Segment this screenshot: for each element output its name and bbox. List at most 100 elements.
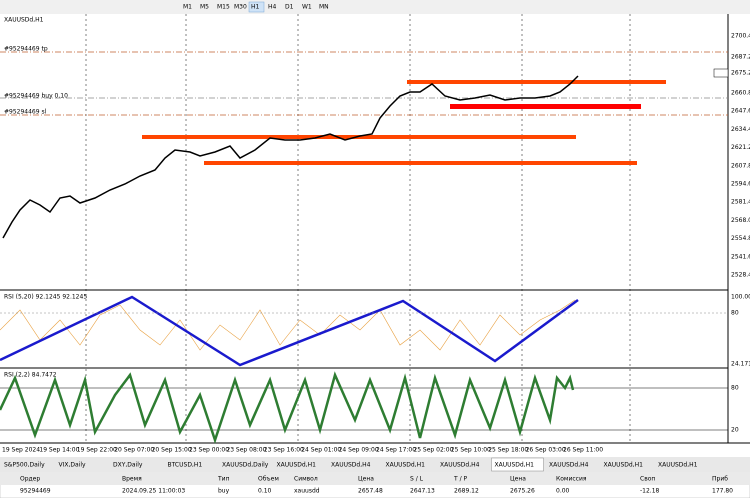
chart-tab[interactable]: XAUUSDd,H4 — [331, 462, 371, 469]
time-label: 24 Sep 09:00 — [339, 447, 379, 454]
column-header[interactable]: Приб — [712, 476, 728, 483]
indicator-axis-label: 100.00 — [731, 294, 750, 301]
chart-tab[interactable]: S&P500,Daily — [4, 462, 45, 469]
timeframe-button[interactable]: W1 — [302, 4, 312, 11]
timeframe-button[interactable]: M5 — [200, 4, 209, 11]
chart-symbol: XAUUSDd,H1 — [4, 17, 44, 24]
column-header[interactable]: Символ — [294, 476, 318, 483]
order-label: #95294469 tp — [4, 46, 48, 53]
chart-tab[interactable]: XAUUSDd,Daily — [222, 462, 269, 469]
price-label: 2568.00 — [731, 217, 750, 224]
chart-tab[interactable]: XAUUSDd,H1 — [604, 462, 644, 469]
active-timeframe — [248, 1, 265, 13]
rsi2-line — [0, 371, 575, 444]
indicator-axis-label: 80 — [731, 385, 739, 392]
timeframe-button[interactable]: MN — [319, 4, 329, 11]
indicator-axis-label: 20 — [731, 427, 739, 434]
cell[interactable]: buy — [218, 488, 230, 495]
cell[interactable]: xauusdd — [294, 488, 320, 495]
chart-tab[interactable]: XAUUSDd,H4 — [440, 462, 480, 469]
chart-tab[interactable]: XAUUSDd,H4 — [549, 462, 589, 469]
time-label: 26 Sep 11:00 — [563, 447, 603, 454]
zone — [204, 161, 637, 165]
chart-tab[interactable]: BTCUSD,H1 — [168, 462, 203, 469]
cell[interactable]: 177.80 — [712, 488, 733, 495]
cell[interactable]: 2689.12 — [454, 488, 479, 495]
column-header[interactable]: Цена — [358, 476, 374, 483]
cell[interactable]: 2024.09.25 11:00:03 — [122, 488, 185, 495]
cell[interactable]: 2657.48 — [358, 488, 383, 495]
time-label: 24 Sep 17:00 — [376, 447, 416, 454]
current-price: 2675.20 — [731, 70, 750, 77]
time-label: 23 Sep 00:00 — [189, 447, 229, 454]
price-label: 2634.40 — [731, 126, 750, 133]
tab-bar — [0, 457, 750, 472]
chart-tab[interactable]: XAUUSDd,H1 — [386, 462, 426, 469]
chart-tab[interactable]: DXY,Daily — [113, 462, 143, 469]
cell[interactable]: -12.18 — [640, 488, 660, 495]
column-header[interactable]: Своп — [640, 476, 655, 483]
column-header[interactable]: Время — [122, 476, 142, 483]
timeframe-button[interactable]: D1 — [285, 4, 294, 11]
price-label: 2554.80 — [731, 235, 750, 242]
price-label: 2528.40 — [731, 272, 750, 279]
cell[interactable]: 2675.26 — [510, 488, 535, 495]
column-header[interactable]: Цена — [510, 476, 526, 483]
column-header[interactable]: Объем — [258, 476, 279, 483]
toolbar — [0, 0, 750, 14]
timeframe-button[interactable]: M1 — [183, 4, 192, 11]
cell[interactable]: 0.10 — [258, 488, 272, 495]
time-label: 25 Sep 18:00 — [488, 447, 528, 454]
active-tab — [491, 457, 544, 472]
order-label: #95294469 buy 0.10 — [4, 93, 68, 100]
timeframe-button[interactable]: H4 — [268, 4, 277, 11]
time-label: 19 Sep 22:00 — [77, 447, 117, 454]
price-label: 2647.60 — [731, 108, 750, 115]
timeframe-button[interactable]: M15 — [217, 4, 230, 11]
chart-tab[interactable]: VIX,Daily — [59, 462, 87, 469]
zigzag — [0, 295, 579, 367]
price-label: 2621.20 — [731, 144, 750, 151]
column-header[interactable]: T / P — [453, 476, 468, 483]
time-label: 23 Sep 08:00 — [226, 447, 266, 454]
column-header[interactable]: Тип — [217, 476, 230, 483]
column-header[interactable]: S / L — [410, 476, 424, 483]
trade-header — [0, 473, 750, 485]
order-label: #95294469 sl — [4, 109, 47, 116]
cell[interactable]: 2647.13 — [410, 488, 435, 495]
zone — [450, 104, 641, 109]
indicator-label: RSI (5,20) 92.1245 92.1245 — [4, 294, 87, 301]
indicator-label: RSI (2,2) 84.7472 — [4, 372, 57, 379]
cell[interactable]: 0.00 — [556, 488, 570, 495]
price-label: 2541.60 — [731, 253, 750, 260]
price-label: 2594.60 — [731, 181, 750, 188]
column-header[interactable]: Ордер — [20, 476, 40, 483]
time-label: 19 Sep 14:00 — [39, 447, 79, 454]
timeframe-button[interactable]: M30 — [234, 4, 247, 11]
chart-tab[interactable]: XAUUSDd,H1 — [495, 462, 535, 469]
cell[interactable]: 95294469 — [20, 488, 51, 495]
price-label: 2581.40 — [731, 199, 750, 206]
chart-tab[interactable]: XAUUSDd,H1 — [277, 462, 317, 469]
indicator-axis-label: 80 — [731, 310, 739, 317]
column-header[interactable]: Комиссия — [556, 476, 587, 483]
time-label: 19 Sep 2024 — [2, 447, 40, 454]
price-label: 2687.20 — [731, 54, 750, 61]
chart-tab[interactable]: XAUUSDd,H1 — [658, 462, 698, 469]
time-label: 20 Sep 15:00 — [152, 447, 192, 454]
indicator-axis-label: 24.1718 — [731, 361, 750, 368]
rsi-line — [0, 299, 576, 351]
time-label: 23 Sep 16:00 — [264, 447, 304, 454]
time-label: 26 Sep 03:00 — [526, 447, 566, 454]
time-label: 25 Sep 10:00 — [451, 447, 491, 454]
v-grid — [85, 14, 631, 443]
current-price-box — [713, 68, 729, 78]
price-label: 2660.80 — [731, 90, 750, 97]
price-label: 2607.80 — [731, 162, 750, 169]
timeframe-button[interactable]: H1 — [251, 4, 260, 11]
time-label: 20 Sep 07:00 — [114, 447, 154, 454]
price-path — [2, 75, 579, 239]
price-label: 2700.40 — [731, 33, 750, 40]
